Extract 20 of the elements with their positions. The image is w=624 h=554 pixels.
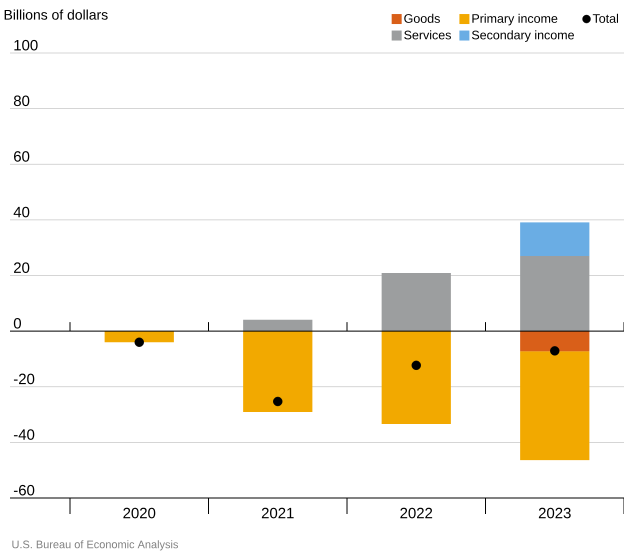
x-tick-label: 2022 (400, 508, 432, 518)
x-tick-label: 2020 (123, 508, 156, 518)
y-tick-label: -20 (14, 374, 34, 384)
text: U.S. Bureau of Economic Analysis (12, 540, 178, 550)
y-tick-label: 40 (14, 206, 30, 218)
legend-label: Services (404, 30, 451, 40)
y-tick-label: 60 (14, 151, 30, 162)
x-tick-label: 2023 (538, 508, 571, 518)
legend-label: Total (592, 14, 618, 23)
y-tick-label: 20 (14, 262, 30, 273)
legend-label: Secondary income (472, 30, 574, 42)
legend-label: Goods (404, 14, 440, 23)
y-tick-label: -60 (14, 484, 34, 496)
y-tick-label: 80 (14, 96, 30, 106)
chart-title: Billions of dollars (4, 10, 108, 20)
y-tick-label: -40 (14, 429, 34, 440)
x-tick-label: 2021 (262, 508, 294, 518)
y-tick-label: 0 (14, 318, 21, 329)
y-tick-label: 100 (14, 40, 38, 50)
legend-label: Primary income (472, 14, 558, 26)
